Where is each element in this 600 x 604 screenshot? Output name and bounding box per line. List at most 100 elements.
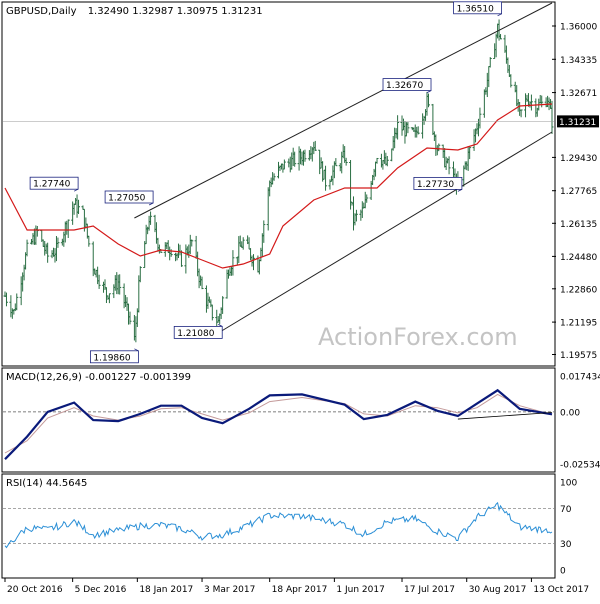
ohlc-bar xyxy=(550,100,554,134)
x-tick-label: 5 Dec 2016 xyxy=(75,585,127,595)
channel-upper-line xyxy=(134,2,553,219)
ohlc-bar xyxy=(107,293,111,304)
macd-tick-label: 0.00 xyxy=(560,408,580,418)
annotation-box xyxy=(29,176,79,190)
last-price-label: 1.31231 xyxy=(557,115,599,128)
last-price-box xyxy=(557,115,599,128)
ohlc-bar xyxy=(241,237,245,250)
ohlc-bar xyxy=(56,237,60,248)
annotation-box xyxy=(104,190,154,204)
ohlc-bar xyxy=(447,156,451,175)
ohlc-bar xyxy=(200,276,204,290)
ohlc-bar xyxy=(128,311,132,325)
price-tick-label: 1.27765 xyxy=(560,187,597,197)
rsi-tick-label: 0 xyxy=(560,567,566,577)
annotation-box xyxy=(413,176,463,190)
x-tick-label: 1 Jun 2017 xyxy=(336,585,384,595)
ohlc-bar xyxy=(77,199,81,215)
annotation-label: 1.19860 xyxy=(93,353,130,363)
macd-tick-label: -0.025342 xyxy=(560,461,600,471)
ohlc-bar xyxy=(344,157,348,166)
x-tick-label: 20 Oct 2016 xyxy=(7,585,63,595)
price-annotation: 1.27730 xyxy=(413,176,463,192)
annotation-label: 1.27050 xyxy=(108,194,145,204)
rsi-line xyxy=(4,501,553,549)
ohlc-bar xyxy=(231,250,235,276)
ohlc-bar xyxy=(529,94,533,111)
rsi-tick-label: 70 xyxy=(560,505,572,515)
price-panel xyxy=(1,1,556,367)
annotation-label: 1.27740 xyxy=(33,180,70,190)
annotation-box xyxy=(382,78,432,91)
price-tick-label: 1.34335 xyxy=(560,56,597,66)
price-tick-label: 1.32671 xyxy=(560,89,597,99)
ohlc-bar xyxy=(385,156,389,167)
price-annotation: 1.32670 xyxy=(382,78,432,93)
ohlc-bar xyxy=(221,296,225,314)
price-tick-label: 1.21195 xyxy=(560,319,597,329)
price-annotation: 1.27740 xyxy=(29,176,79,192)
ohlc-bar xyxy=(396,115,400,140)
ohlc-bar xyxy=(262,220,266,243)
price-annotation: 1.36510 xyxy=(453,1,502,17)
macd-panel-title: MACD(12,26,9) -0.001227 -0.001399 xyxy=(6,372,191,383)
x-tick-label: 18 Jan 2017 xyxy=(139,585,193,595)
ohlc-bar xyxy=(272,173,276,181)
price-panel-title: GBPUSD,Daily 1.32490 1.32987 1.30975 1.3… xyxy=(6,6,263,17)
macd-line xyxy=(4,388,553,460)
ohlc-bar xyxy=(190,239,194,247)
watermark-text: ActionForex.com xyxy=(318,323,518,351)
ohlc-bar xyxy=(540,95,544,108)
price-annotation: 1.27050 xyxy=(104,190,154,206)
ohlc-bar xyxy=(334,158,338,167)
macd-signal-line xyxy=(4,393,553,454)
moving-average-line xyxy=(4,103,553,269)
ohlc-bar xyxy=(282,159,286,170)
ohlc-bar xyxy=(468,146,472,160)
ohlc-bar xyxy=(406,121,410,134)
rsi-tick-label: 30 xyxy=(560,540,572,550)
price-tick-label: 1.24480 xyxy=(560,253,597,263)
macd-panel xyxy=(1,367,556,473)
ohlc-bar xyxy=(303,149,307,162)
annotation-box xyxy=(453,1,502,15)
ohlc-bar xyxy=(426,93,430,108)
rsi-tick-label: 100 xyxy=(560,479,577,489)
x-tick-label: 17 Jul 2017 xyxy=(404,585,455,595)
price-annotation: 1.21080 xyxy=(173,324,223,339)
price-tick-label: 1.19575 xyxy=(560,351,597,361)
ohlc-bar xyxy=(87,235,91,247)
price-tick-label: 1.29430 xyxy=(560,154,597,164)
ohlc-bar xyxy=(478,107,482,129)
ohlc-bar xyxy=(138,266,142,283)
x-tick-label: 30 Aug 2017 xyxy=(469,585,527,595)
annotation-label: 1.21080 xyxy=(177,329,214,339)
ohlc-bar xyxy=(210,304,214,321)
price-tick-label: 1.22860 xyxy=(560,285,597,295)
annotation-label: 1.36510 xyxy=(457,4,494,14)
ohlc-bar xyxy=(313,140,317,151)
macd-trendline xyxy=(457,412,553,420)
ohlc-bar xyxy=(4,292,8,307)
ohlc-bar xyxy=(365,194,369,203)
ohlc-bar xyxy=(519,109,523,118)
annotation-label: 1.32670 xyxy=(386,81,423,91)
ohlc-bar xyxy=(97,274,101,289)
x-tick-label: 13 Oct 2017 xyxy=(533,585,589,595)
ohlc-bar xyxy=(509,74,513,88)
price-tick-label: 1.26135 xyxy=(560,220,597,230)
last-price-text: 1.31231 xyxy=(559,118,596,128)
ohlc-bar xyxy=(118,274,122,295)
ohlc-bar xyxy=(149,211,153,225)
price-tick-label: 1.36000 xyxy=(560,23,597,33)
annotation-box xyxy=(89,350,139,364)
ohlc-bar xyxy=(25,239,29,257)
ohlc-bar xyxy=(46,242,50,263)
ohlc-bar xyxy=(437,143,441,152)
x-tick-label: 18 Apr 2017 xyxy=(272,585,328,595)
rsi-panel-title: RSI(14) 44.5645 xyxy=(6,478,87,489)
channel-lower-line xyxy=(217,131,553,334)
ohlc-bar xyxy=(416,126,420,135)
ohlc-bar xyxy=(15,293,19,311)
